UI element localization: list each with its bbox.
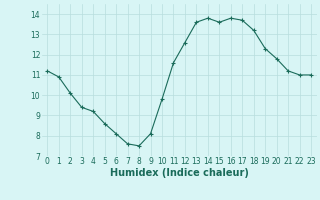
X-axis label: Humidex (Indice chaleur): Humidex (Indice chaleur) xyxy=(110,168,249,178)
